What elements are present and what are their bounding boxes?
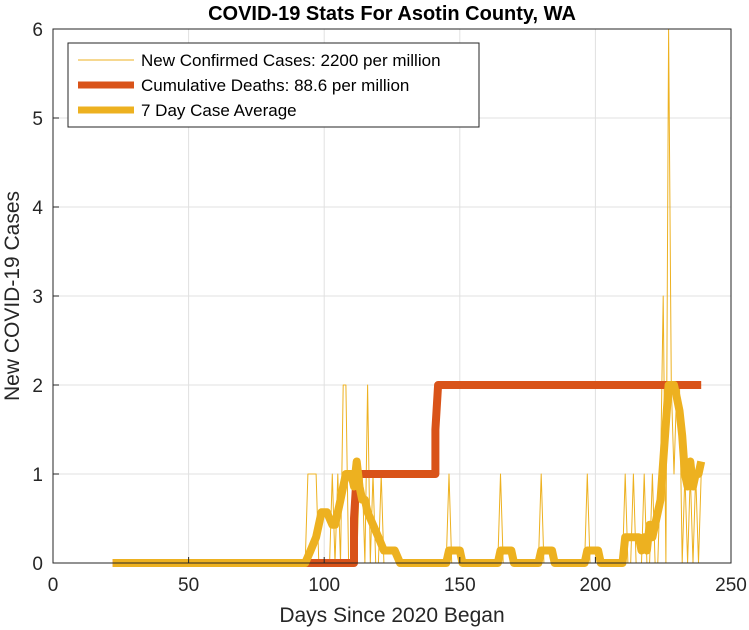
ticks: 0 50 100 150 200 250 0 1 2 3 4 5 6 [32,20,746,596]
x-tick-label: 250 [715,575,747,596]
y-tick-label: 1 [32,465,43,486]
y-tick-label: 6 [32,20,43,41]
y-tick-label: 2 [32,376,43,397]
y-tick-label: 5 [32,109,43,130]
chart-title: COVID-19 Stats For Asotin County, WA [208,3,576,25]
legend-box [67,42,480,128]
cumulative-deaths-line [112,381,702,567]
x-tick-label: 150 [444,575,476,596]
y-tick-label: 4 [32,198,43,219]
legend: New Confirmed Cases: 2200 per million Cu… [67,42,480,128]
legend-label-new-cases: New Confirmed Cases: 2200 per million [141,51,441,70]
x-tick-label: 100 [308,575,340,596]
y-tick-label: 3 [32,287,43,308]
x-tick-label: 0 [48,575,59,596]
legend-label-case-average: 7 Day Case Average [141,101,297,120]
y-tick-label: 0 [32,554,43,575]
legend-label-deaths: Cumulative Deaths: 88.6 per million [141,76,409,95]
x-axis-title: Days Since 2020 Began [279,604,504,627]
x-tick-label: 50 [178,575,199,596]
y-axis-title: New COVID-19 Cases [1,191,24,401]
x-tick-label: 200 [580,575,612,596]
